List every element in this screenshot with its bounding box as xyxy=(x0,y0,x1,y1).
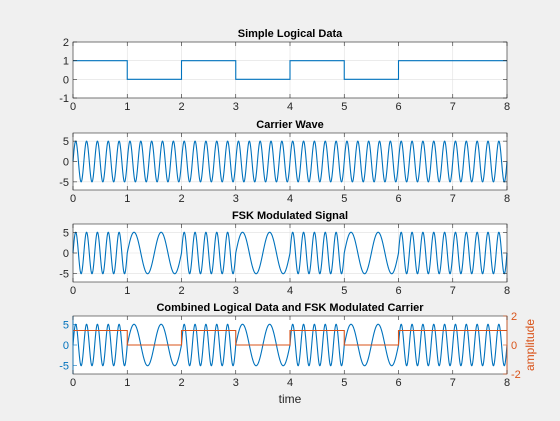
x-tick-label: 3 xyxy=(233,101,239,113)
right-y-tick-label: 2 xyxy=(511,311,517,323)
series-line xyxy=(72,231,508,275)
x-tick-label: 2 xyxy=(178,101,184,113)
x-tick-label: 7 xyxy=(450,193,456,205)
x-tick-label: 2 xyxy=(178,193,184,205)
right-y-axis-label: amplitude xyxy=(523,319,537,371)
subplot-1-title: Simple Logical Data xyxy=(238,28,343,40)
y-tick-label: 1 xyxy=(63,56,69,68)
subplot-3-x-ticks: 0 1 2 3 4 5 6 7 8 xyxy=(70,224,510,297)
x-tick-label: 5 xyxy=(341,101,347,113)
x-tick-label: 1 xyxy=(124,101,130,113)
y-tick-label: 0 xyxy=(63,157,69,169)
subplot-4-x-ticks: 0 1 2 3 4 5 6 7 8 xyxy=(70,316,510,389)
x-tick-label: 7 xyxy=(450,377,456,389)
subplot-1-series xyxy=(73,60,507,80)
x-tick-label: 5 xyxy=(341,285,347,297)
x-tick-label: 2 xyxy=(178,285,184,297)
x-axis-label: time xyxy=(279,392,302,406)
y-tick-label: -1 xyxy=(59,93,69,105)
x-tick-label: 1 xyxy=(124,285,130,297)
series-line xyxy=(72,140,508,183)
x-tick-label: 0 xyxy=(70,377,76,389)
x-tick-label: 4 xyxy=(287,193,293,205)
x-tick-label: 3 xyxy=(233,377,239,389)
subplot-2-series xyxy=(72,140,508,183)
right-y-tick-label: -2 xyxy=(511,369,521,381)
x-tick-label: 4 xyxy=(287,377,293,389)
x-tick-label: 8 xyxy=(504,101,510,113)
y-tick-label: 5 xyxy=(63,227,69,239)
subplot-2-y-ticks: -5 0 5 xyxy=(59,136,507,189)
y-tick-label: -5 xyxy=(59,177,69,189)
subplot-4-y-ticks: -5 0 5 xyxy=(59,319,77,373)
x-tick-label: 2 xyxy=(178,377,184,389)
subplot-2-x-ticks: 0 1 2 3 4 5 6 7 8 xyxy=(70,133,510,205)
x-tick-label: 7 xyxy=(450,101,456,113)
y-tick-label: -5 xyxy=(59,361,69,373)
subplot-3-y-ticks: -5 0 5 xyxy=(59,227,507,281)
subplot-1-y-ticks: -1 0 1 2 xyxy=(59,37,507,105)
series-line xyxy=(73,329,507,346)
x-tick-label: 5 xyxy=(341,377,347,389)
subplot-3-series xyxy=(72,231,508,275)
subplot-2-title: Carrier Wave xyxy=(256,119,323,131)
x-tick-label: 5 xyxy=(341,193,347,205)
subplot-4-right-y-ticks: -2 0 2 xyxy=(503,311,521,381)
y-tick-label: 5 xyxy=(63,136,69,148)
x-tick-label: 6 xyxy=(395,193,401,205)
subplot-3-title: FSK Modulated Signal xyxy=(232,210,348,222)
x-tick-label: 4 xyxy=(287,285,293,297)
x-tick-label: 1 xyxy=(124,193,130,205)
y-tick-label: 0 xyxy=(63,340,69,352)
series-line xyxy=(73,60,507,80)
y-tick-label: 0 xyxy=(63,248,69,260)
subplot-4-title: Combined Logical Data and FSK Modulated … xyxy=(156,302,424,314)
x-tick-label: 6 xyxy=(395,101,401,113)
x-tick-label: 1 xyxy=(124,377,130,389)
subplot-4-series xyxy=(72,323,508,367)
subplot-1-x-ticks: 0 1 2 3 4 5 6 7 8 xyxy=(70,42,510,113)
x-tick-label: 8 xyxy=(504,285,510,297)
x-tick-label: 8 xyxy=(504,377,510,389)
y-tick-label: 5 xyxy=(63,319,69,331)
y-tick-label: 0 xyxy=(63,74,69,86)
x-tick-label: 3 xyxy=(233,193,239,205)
x-tick-label: 8 xyxy=(504,193,510,205)
x-tick-label: 3 xyxy=(233,285,239,297)
x-tick-label: 0 xyxy=(70,101,76,113)
y-tick-label: 2 xyxy=(63,37,69,49)
x-tick-label: 0 xyxy=(70,193,76,205)
x-tick-label: 6 xyxy=(395,377,401,389)
y-tick-label: -5 xyxy=(59,269,69,281)
x-tick-label: 7 xyxy=(450,285,456,297)
x-tick-label: 0 xyxy=(70,285,76,297)
subplot-combined: Combined Logical Data and FSK Modulated … xyxy=(59,302,537,406)
right-y-tick-label: 0 xyxy=(511,340,517,352)
x-tick-label: 6 xyxy=(395,285,401,297)
x-tick-label: 4 xyxy=(287,101,293,113)
